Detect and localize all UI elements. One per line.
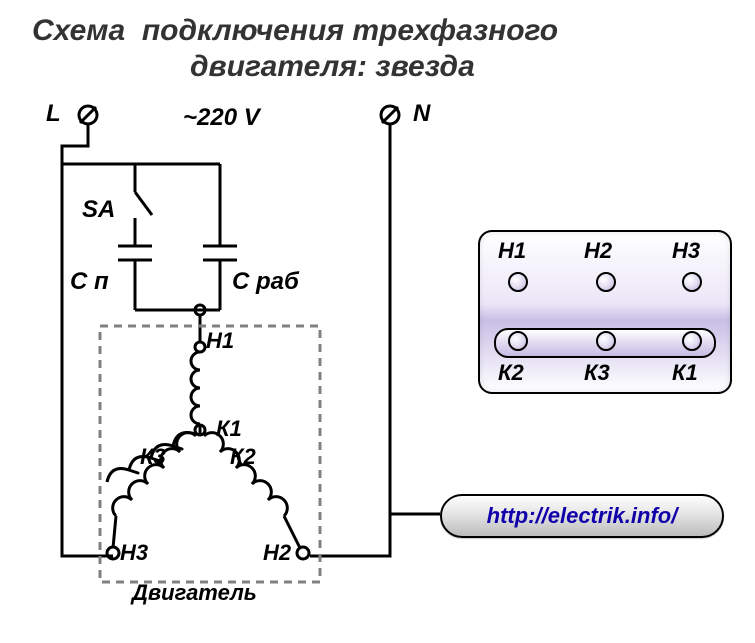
tb-hole: [596, 331, 616, 351]
tb-label-H3: Н3: [672, 238, 700, 264]
tb-hole: [682, 331, 702, 351]
terminal-box: Н1 Н2 Н3 К2 К3 К1: [478, 230, 732, 394]
tb-label-K1: К1: [672, 360, 698, 386]
tb-label-K3: К3: [584, 360, 610, 386]
tb-label-H2: Н2: [584, 238, 612, 264]
tb-hole: [596, 272, 616, 292]
tb-label-H1: Н1: [498, 238, 526, 264]
tb-hole: [682, 272, 702, 292]
source-link[interactable]: http://electrik.info/: [440, 494, 724, 538]
tb-hole: [508, 331, 528, 351]
source-link-text: http://electrik.info/: [487, 503, 678, 529]
tb-hole: [508, 272, 528, 292]
tb-label-K2: К2: [498, 360, 524, 386]
